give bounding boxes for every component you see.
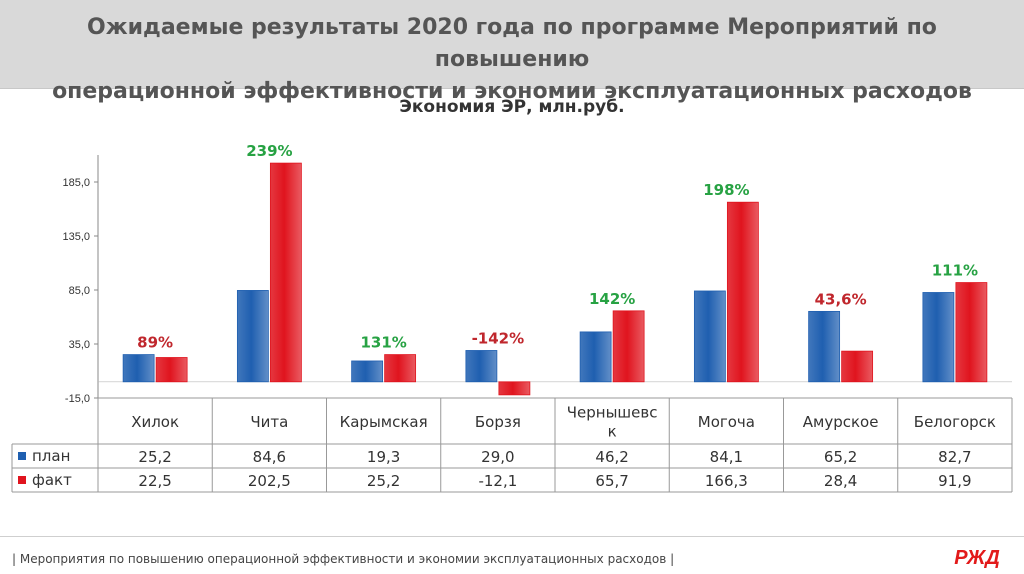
- category-label: Амурское: [803, 413, 879, 431]
- legend-label-факт: факт: [32, 471, 72, 489]
- page-title-line-2: операционной эффективности и экономии эк…: [52, 79, 972, 104]
- bar-факт: [498, 381, 531, 396]
- category-label: Хилок: [131, 413, 179, 431]
- data-label-факт: 166,3: [705, 472, 748, 490]
- data-label-план: 84,1: [710, 448, 743, 466]
- category-label: Чита: [250, 413, 288, 431]
- bar-факт: [841, 350, 874, 383]
- legend-swatch-факт: [18, 476, 26, 484]
- data-label-факт: 202,5: [248, 472, 291, 490]
- data-label-факт: -12,1: [478, 472, 517, 490]
- bar-план: [693, 290, 726, 383]
- data-label-план: 65,2: [824, 448, 857, 466]
- page-title: Ожидаемые результаты 2020 года по програ…: [10, 12, 1014, 108]
- percent-annotation: 89%: [137, 334, 173, 352]
- rzd-logo-text: РЖД: [954, 547, 1000, 569]
- category-label: к: [608, 423, 617, 441]
- bar-факт: [955, 282, 988, 383]
- y-tick-label: -15,0: [65, 393, 90, 405]
- bar-факт: [384, 354, 417, 383]
- bar-план: [351, 360, 384, 383]
- bar-факт: [726, 201, 759, 383]
- percent-annotation: 131%: [360, 334, 406, 352]
- percent-annotation: 43,6%: [815, 290, 867, 308]
- header-bar: Ожидаемые результаты 2020 года по програ…: [0, 0, 1024, 104]
- category-label: Борзя: [475, 413, 521, 431]
- bar-план: [236, 290, 269, 383]
- data-label-план: 19,3: [367, 448, 400, 466]
- percent-annotation: 111%: [932, 262, 978, 280]
- bar-план: [579, 331, 612, 383]
- percent-annotation: 239%: [246, 142, 292, 160]
- footer-text: | Мероприятия по повышению операционной …: [12, 552, 675, 566]
- bar-план: [122, 354, 155, 383]
- data-label-план: 46,2: [595, 448, 628, 466]
- data-label-факт: 91,9: [938, 472, 971, 490]
- data-label-факт: 25,2: [367, 472, 400, 490]
- data-label-план: 84,6: [253, 448, 286, 466]
- bar-факт: [269, 162, 302, 383]
- y-tick-label: 35,0: [69, 339, 90, 351]
- bar-план: [922, 292, 955, 383]
- data-label-план: 25,2: [138, 448, 171, 466]
- chart-title: Экономия ЭР, млн.руб.: [399, 97, 625, 117]
- percent-annotation: 198%: [703, 181, 749, 199]
- legend-swatch-план: [18, 452, 26, 460]
- category-label: Карымская: [340, 413, 428, 431]
- bar-план: [465, 350, 498, 383]
- y-tick-label: 185,0: [62, 177, 90, 189]
- category-label: Белогорск: [914, 413, 996, 431]
- percent-annotation: -142%: [472, 329, 525, 347]
- bar-факт: [612, 310, 645, 383]
- category-label: Могоча: [698, 413, 755, 431]
- legend-label-план: план: [32, 447, 70, 465]
- bar-план: [808, 310, 841, 383]
- page-title-line-1: Ожидаемые результаты 2020 года по програ…: [87, 15, 937, 72]
- bar-факт: [155, 357, 188, 383]
- y-tick-label: 135,0: [62, 231, 90, 243]
- rzd-logo: РЖД: [954, 547, 1000, 569]
- data-label-факт: 22,5: [138, 472, 171, 490]
- data-label-план: 29,0: [481, 448, 514, 466]
- data-label-факт: 28,4: [824, 472, 857, 490]
- percent-annotation: 142%: [589, 290, 635, 308]
- data-label-факт: 65,7: [595, 472, 628, 490]
- y-tick-label: 85,0: [69, 285, 90, 297]
- data-label-план: 82,7: [938, 448, 971, 466]
- footer-divider: [0, 536, 1024, 537]
- category-label: Чернышевс: [567, 404, 658, 422]
